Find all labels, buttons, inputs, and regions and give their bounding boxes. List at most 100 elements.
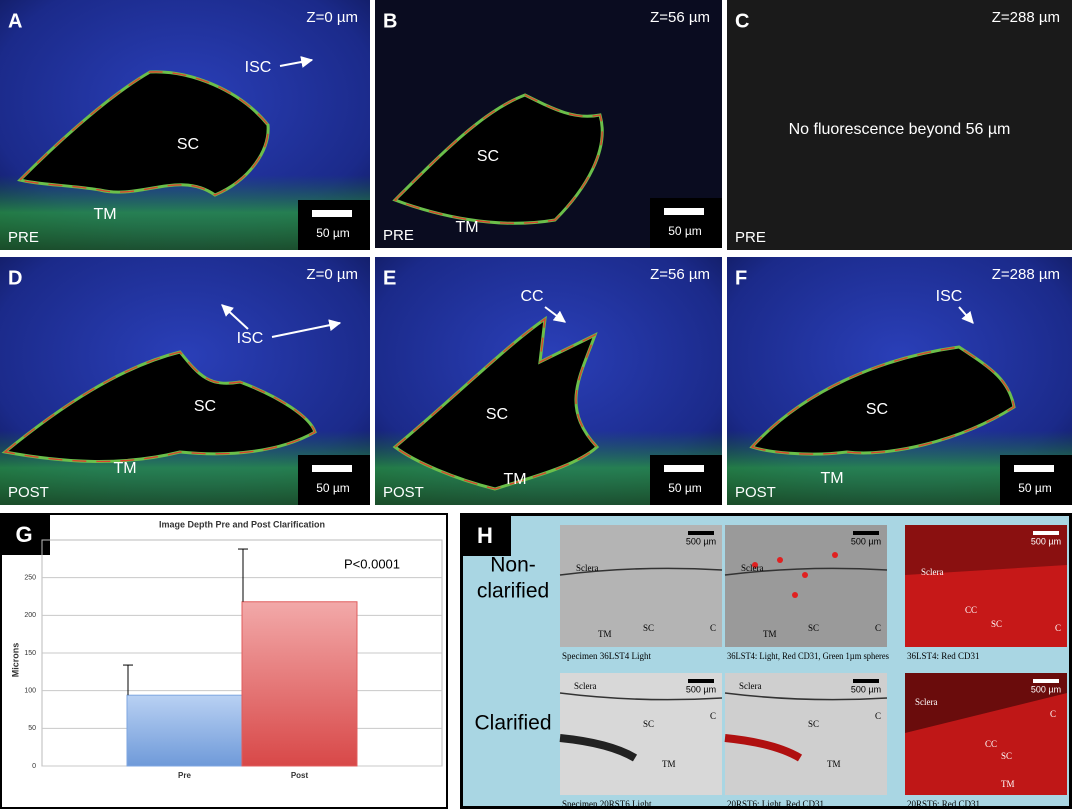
- tissue-edge: [559, 567, 723, 576]
- caption: Specimen 36LST4 Light: [562, 651, 651, 661]
- structure-label: SC: [477, 148, 499, 165]
- panel-h-drawing: H Non-clarified 500 µm Sclera SC TM C Specimen…: [463, 516, 1067, 806]
- depth-label: Z=0 µm: [306, 9, 358, 26]
- arrow: [221, 304, 249, 330]
- depth-label: Z=0 µm: [306, 266, 358, 283]
- endothelium: [750, 346, 1015, 455]
- x-tick-label: Post: [291, 771, 309, 780]
- specimen-image: [725, 673, 887, 795]
- stain: [905, 693, 1067, 795]
- structure-label: C: [710, 623, 716, 633]
- tissue-edge: [724, 692, 888, 701]
- scale-label: 500 µm: [851, 684, 881, 694]
- structure-label: Sclera: [576, 563, 599, 573]
- scale-bar: [688, 679, 714, 683]
- row-label: Non-: [490, 554, 536, 577]
- scale-label: 50 µm: [668, 224, 702, 238]
- structure-label: Sclera: [741, 563, 764, 573]
- scale-label: 50 µm: [316, 481, 350, 495]
- endothelium: [393, 94, 603, 224]
- stage-label: PRE: [8, 229, 39, 246]
- panel-letter: B: [383, 10, 397, 32]
- scale-box: [650, 198, 722, 248]
- depth-label: Z=56 µm: [650, 266, 710, 283]
- structure-label: C: [1050, 709, 1056, 719]
- structure-label: TM: [598, 629, 612, 639]
- structure-label: TM: [662, 759, 676, 769]
- endothelium: [393, 317, 598, 490]
- row-label: clarified: [477, 580, 549, 603]
- structure-label: SC: [643, 623, 654, 633]
- structure-label: SC: [991, 619, 1002, 629]
- chart: G Image Depth Pre and Post Clarification…: [2, 515, 443, 780]
- structure-label: C: [875, 623, 881, 633]
- tissue-edge: [724, 567, 888, 576]
- panel-letter: D: [8, 267, 22, 289]
- scale-bar: [853, 679, 879, 683]
- structure-label: TM: [455, 219, 478, 236]
- depth-label: Z=288 µm: [992, 9, 1060, 26]
- speck: [792, 592, 798, 598]
- panel-letter: G: [15, 522, 32, 547]
- panel-letter: E: [383, 267, 396, 289]
- annotation: P<0.0001: [344, 556, 400, 571]
- structure-label: SC: [643, 719, 654, 729]
- scale-bar: [688, 531, 714, 535]
- panel-h: H Non-clarified 500 µm Sclera SC TM C Specimen…: [460, 513, 1072, 809]
- arrow: [544, 306, 566, 323]
- structure-label: ISC: [245, 59, 272, 76]
- scale-box: [298, 200, 370, 250]
- scale-label: 500 µm: [1031, 536, 1061, 546]
- stain-trail: [724, 734, 803, 762]
- caption: 20RST6: Light, Red CD31: [727, 799, 824, 806]
- caption: Specimen 20RST6 Light: [562, 799, 652, 806]
- depth-label: Z=56 µm: [650, 9, 710, 26]
- structure-label: CC: [985, 739, 997, 749]
- structure-label: Sclera: [915, 697, 938, 707]
- micrograph: C Z=288 µm PRE No fluorescence beyond 56 µm: [727, 0, 1072, 250]
- stain-trail: [559, 734, 638, 762]
- y-tick-label: 250: [24, 575, 36, 582]
- structure-label: TM: [113, 460, 136, 477]
- scale-label: 50 µm: [316, 226, 350, 240]
- micrograph: E Z=56 µm POST 50 µm SC TM CC: [375, 257, 722, 505]
- speck: [802, 572, 808, 578]
- structure-label: ISC: [237, 330, 264, 347]
- y-tick-label: 50: [28, 725, 36, 732]
- structure-label: SC: [194, 398, 216, 415]
- structure-label: Sclera: [921, 567, 944, 577]
- caption: 20RST6: Red CD31: [907, 799, 980, 806]
- scale-label: 500 µm: [686, 536, 716, 546]
- stage-label: POST: [8, 484, 49, 501]
- y-tick-label: 0: [32, 763, 36, 770]
- micrograph: A Z=0 µm PRE 50 µm SC TM ISC: [0, 0, 370, 250]
- scale-label: 500 µm: [1031, 684, 1061, 694]
- structure-label: CC: [520, 288, 543, 305]
- y-tick-label: 150: [24, 650, 36, 657]
- structure-label: Sclera: [739, 681, 762, 691]
- scale-bar: [312, 465, 352, 472]
- background: [727, 0, 1072, 250]
- specimen-image: [560, 673, 722, 795]
- bar: [241, 601, 358, 767]
- stage-label: POST: [383, 484, 424, 501]
- scale-label: 50 µm: [1018, 481, 1052, 495]
- panel-letter: A: [8, 10, 22, 32]
- speck: [832, 552, 838, 558]
- chart-title: Image Depth Pre and Post Clarification: [159, 519, 325, 529]
- scale-label: 50 µm: [668, 481, 702, 495]
- structure-label: C: [1055, 623, 1061, 633]
- y-tick-label: 100: [24, 688, 36, 695]
- scale-bar: [664, 208, 704, 215]
- scale-bar: [853, 531, 879, 535]
- panel-letter-box: [463, 516, 511, 556]
- structure-label: Sclera: [574, 681, 597, 691]
- structure-label: TM: [827, 759, 841, 769]
- endothelium: [18, 71, 269, 196]
- endothelium: [3, 351, 316, 463]
- scale-bar: [664, 465, 704, 472]
- depth-label: Z=288 µm: [992, 266, 1060, 283]
- micrograph: B Z=56 µm PRE 50 µm SC TM: [375, 0, 722, 248]
- scale-bar: [1033, 679, 1059, 683]
- y-tick-label: 200: [24, 612, 36, 619]
